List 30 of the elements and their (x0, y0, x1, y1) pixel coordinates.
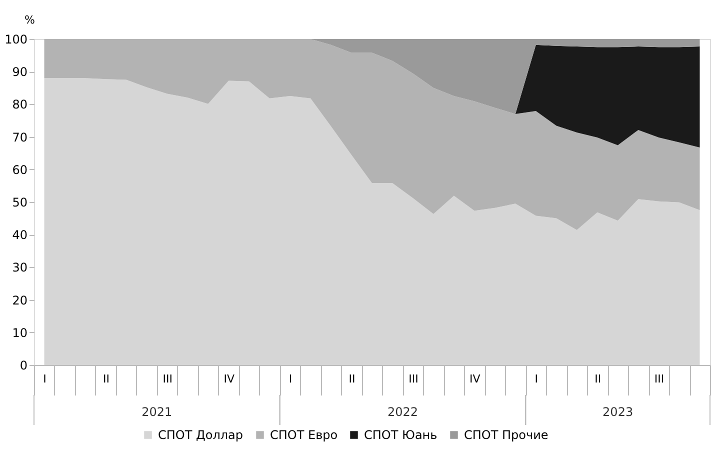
x-tick-label: I (534, 372, 538, 386)
y-tick-label: 90 (12, 65, 28, 80)
text: 2023 (602, 405, 634, 419)
x-tick-label: IV (470, 372, 481, 386)
y-tick-label: 20 (12, 293, 28, 308)
y-tick-label: 10 (12, 326, 28, 340)
text: 2021 (142, 405, 172, 419)
y-tick-label: 0 (20, 358, 28, 372)
x-tick-label: III (162, 372, 173, 386)
y-tick-label: 60 (12, 162, 28, 177)
y-tick-label: 30 (12, 260, 28, 275)
y-tick-label: 50 (12, 196, 28, 210)
x-tick-label: I (43, 372, 46, 386)
x-tick-label: I (288, 372, 292, 386)
legend-label: СПОТ Юань (364, 428, 438, 442)
legend-label: СПОТ Доллар (158, 428, 244, 442)
text: 2022 (387, 405, 418, 419)
legend-label: СПОТ Прочие (464, 428, 548, 442)
y-tick-label: 80 (12, 98, 28, 112)
x-tick-label: IV (224, 372, 235, 386)
y-tick-label: 100 (4, 32, 28, 46)
x-tick-label: II (102, 372, 110, 386)
y-tick-label: 70 (12, 130, 28, 144)
x-tick-label: III (408, 372, 418, 386)
y-tick-label: 40 (12, 228, 28, 242)
legend-label: СПОТ Евро (270, 428, 338, 442)
x-tick-label: III (654, 372, 664, 386)
x-tick-label: II (348, 372, 356, 386)
y-axis-title: % (24, 14, 35, 26)
x-tick-label: II (594, 372, 602, 386)
